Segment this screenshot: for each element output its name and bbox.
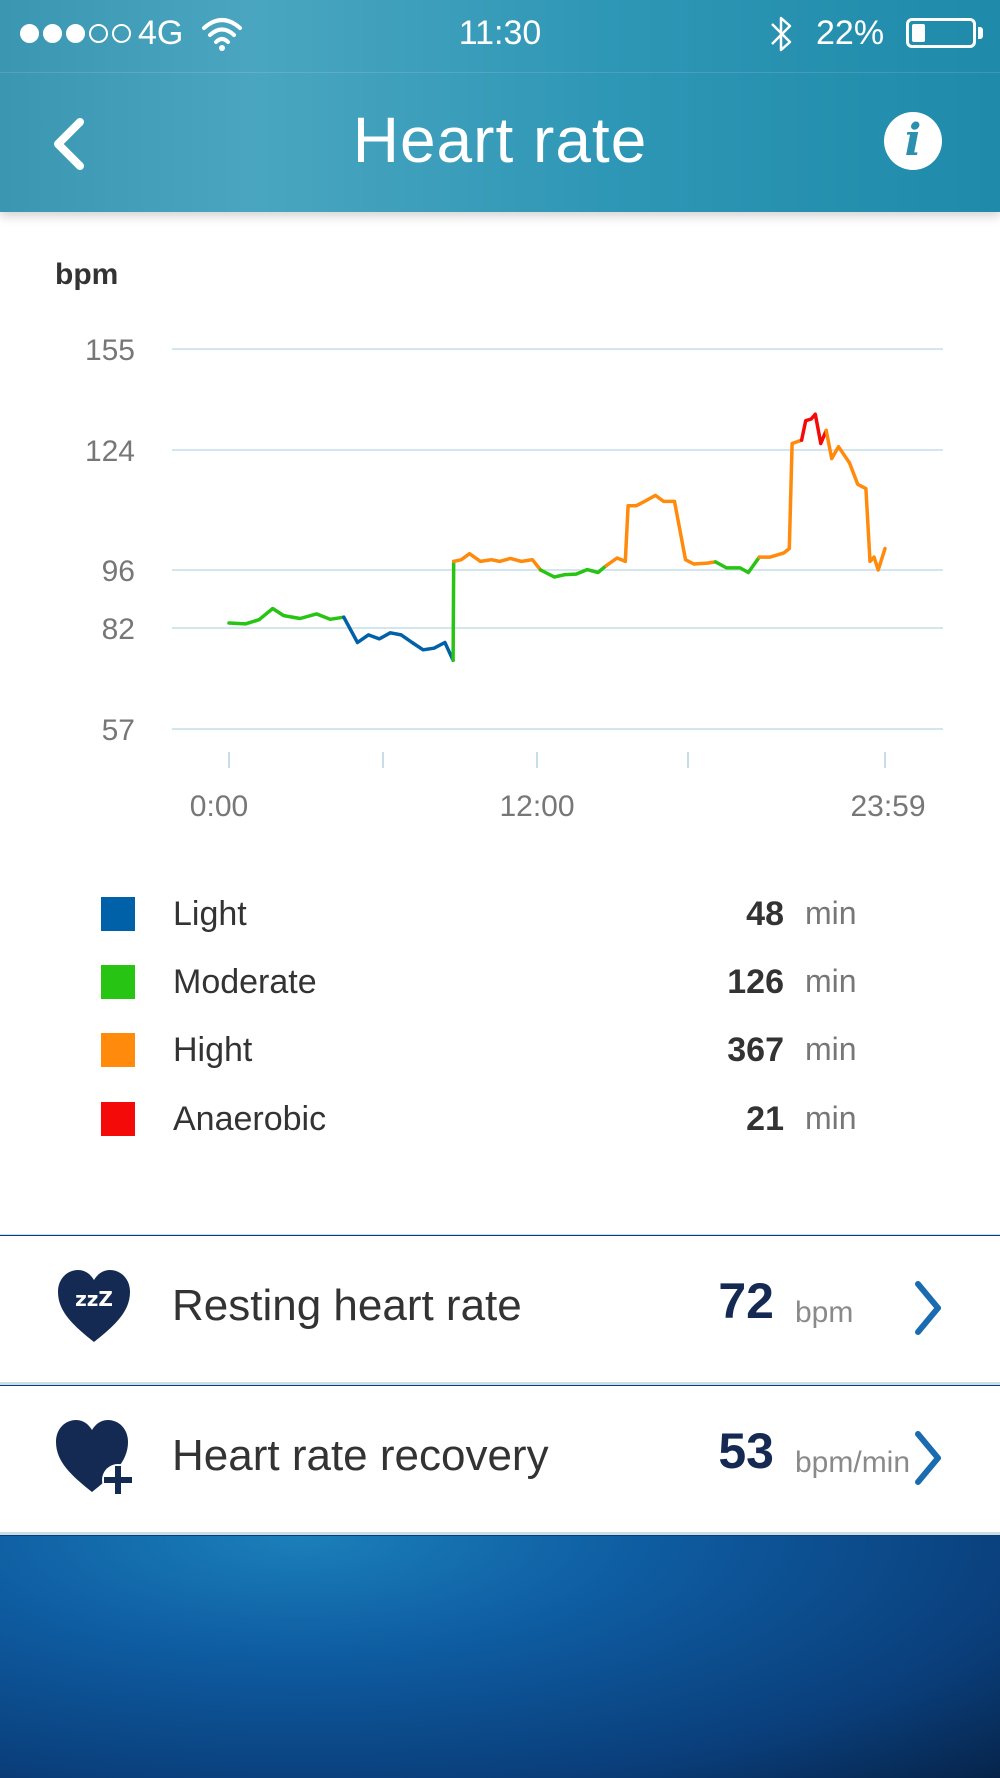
y-axis-label: bpm <box>55 258 118 291</box>
legend-swatch <box>101 897 135 931</box>
status-time: 11:30 <box>458 14 542 52</box>
carrier-label: 4G <box>138 14 184 52</box>
x-tick-label: 23:59 <box>850 790 925 823</box>
legend-item-hight: Hight 367 min <box>0 1021 1000 1081</box>
legend-value: 21 <box>746 1100 784 1138</box>
info-icon: i <box>904 115 922 166</box>
legend-swatch <box>101 965 135 999</box>
section-divider <box>0 1532 1000 1535</box>
y-tick-label: 124 <box>85 435 135 468</box>
signal-strength-icon <box>20 24 131 43</box>
app-header: 4G 11:30 22% Heart rate i <box>0 0 1000 212</box>
x-tick-label: 0:00 <box>190 790 248 823</box>
hr-line-moderate <box>713 555 762 575</box>
legend-unit: min <box>805 1100 857 1136</box>
x-tick-label: 12:00 <box>499 790 574 823</box>
back-button[interactable] <box>42 100 102 190</box>
signal-dot <box>112 24 131 43</box>
heart-rate-recovery-row[interactable]: Heart rate recovery 53 bpm/min <box>0 1386 1000 1532</box>
legend-item-moderate: Moderate 126 min <box>0 953 1000 1013</box>
y-tick-label: 82 <box>102 613 135 646</box>
heart-rate-card: bpm 155 124 96 82 57 0:00 12:00 23:59 Light 48 m… <box>0 212 1000 1234</box>
chevron-left-icon <box>54 118 84 170</box>
legend-unit: min <box>805 1031 857 1067</box>
section-divider <box>0 1382 1000 1385</box>
legend-value: 367 <box>727 1031 784 1069</box>
y-tick-label: 155 <box>85 334 135 367</box>
hr-line-high <box>757 438 804 559</box>
hr-line-high <box>604 493 718 568</box>
battery-tip <box>978 27 983 39</box>
y-tick-label: 57 <box>102 714 135 747</box>
legend-label: Anaerobic <box>173 1100 327 1138</box>
legend-label: Moderate <box>173 963 317 1001</box>
hr-line-moderate <box>451 559 456 663</box>
battery-icon <box>906 18 976 48</box>
heart-plus-icon <box>56 1420 132 1496</box>
background-gradient <box>0 1536 1000 1778</box>
battery-level-fill <box>912 24 925 42</box>
bluetooth-icon <box>771 16 792 52</box>
resting-heart-rate-label: Resting heart rate <box>172 1281 522 1330</box>
legend-item-light: Light 48 min <box>0 885 1000 945</box>
heart-rate-recovery-value: 53 <box>718 1423 774 1479</box>
info-button[interactable]: i <box>884 112 942 170</box>
chevron-right-icon[interactable] <box>910 1276 946 1340</box>
page-title: Heart rate <box>352 104 648 176</box>
resting-heart-rate-row[interactable]: zzZ Resting heart rate 72 bpm <box>0 1236 1000 1382</box>
legend-swatch <box>101 1033 135 1067</box>
heart-rate-chart: bpm 155 124 96 82 57 0:00 12:00 23:59 <box>55 258 943 823</box>
hr-line-anaerobic <box>799 412 828 446</box>
hr-line-moderate <box>538 563 608 579</box>
signal-dot <box>66 24 85 43</box>
battery-percent: 22% <box>816 14 885 52</box>
hr-line-moderate <box>227 606 346 626</box>
resting-heart-rate-value: 72 <box>718 1273 774 1329</box>
y-tick-label: 96 <box>102 555 135 588</box>
legend-label: Light <box>173 895 247 933</box>
wifi-icon <box>202 18 242 51</box>
hr-line-light <box>342 615 455 663</box>
signal-dot <box>89 24 108 43</box>
status-bar: 4G 11:30 22% <box>0 0 1000 73</box>
legend-value: 48 <box>746 895 784 933</box>
hr-line-high <box>451 551 543 572</box>
legend-unit: min <box>805 895 857 931</box>
legend-unit: min <box>805 963 857 999</box>
signal-dot <box>43 24 62 43</box>
heart-rate-recovery-label: Heart rate recovery <box>172 1431 549 1480</box>
resting-heart-rate-unit: bpm <box>795 1296 854 1329</box>
hr-line-high <box>824 428 887 572</box>
sleep-heart-icon: zzZ <box>58 1270 130 1342</box>
signal-dot <box>20 24 39 43</box>
legend-swatch <box>101 1102 135 1136</box>
heart-rate-recovery-unit: bpm/min <box>795 1446 911 1479</box>
legend-item-anaerobic: Anaerobic 21 min <box>0 1090 1000 1150</box>
legend-label: Hight <box>173 1031 253 1069</box>
legend-value: 126 <box>727 963 784 1001</box>
chevron-right-icon[interactable] <box>910 1426 946 1490</box>
sleep-heart-icon-text: zzZ <box>75 1287 113 1311</box>
